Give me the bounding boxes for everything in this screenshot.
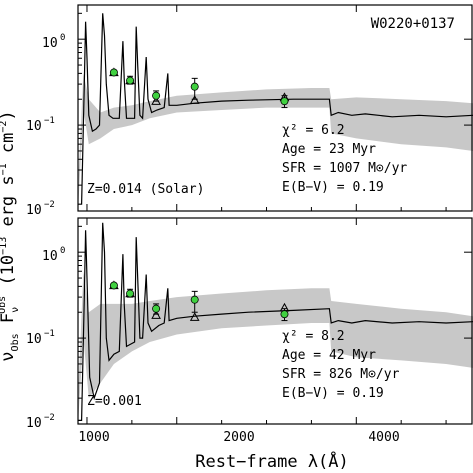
svg-text:0: 0 [60, 246, 65, 256]
x-tick-labels: 1000 2000 4000 [78, 430, 399, 445]
observed-point [126, 76, 135, 85]
uncertainty-band [78, 73, 473, 212]
svg-text:−1: −1 [44, 329, 55, 339]
uncertainty-band [78, 271, 473, 424]
svg-text:10: 10 [42, 36, 58, 51]
svg-text:10: 10 [26, 416, 42, 431]
age: Age = 42 Myr [282, 348, 376, 363]
uncertainty-band-area [78, 271, 473, 424]
fit-stats: χ² = 8.2 Age = 42 Myr SFR = 826 M⊙/yr E(… [282, 329, 400, 401]
svg-text:10: 10 [26, 119, 42, 134]
metallicity-label: Z=0.001 [87, 394, 142, 409]
axis-ticks [78, 218, 472, 425]
svg-text:10: 10 [26, 203, 42, 218]
fit-stats: χ² = 6.2 Age = 23 Myr SFR = 1007 M⊙/yr E… [282, 123, 407, 195]
y-tick-labels: 10 0 10 −1 10 −2 [26, 33, 65, 218]
metallicity-label: Z=0.014 (Solar) [87, 182, 204, 197]
sfr: SFR = 1007 M⊙/yr [282, 161, 407, 176]
observed-point [152, 91, 161, 100]
model-spectrum [78, 13, 473, 205]
svg-text:−2: −2 [44, 413, 55, 423]
y-tick-label-1: 10 0 [42, 246, 65, 264]
x-tick-label-4000: 4000 [368, 430, 399, 445]
model-spectrum-line [78, 13, 473, 205]
observed-point [280, 310, 289, 319]
observed-point [280, 97, 289, 106]
observed-photometry [109, 281, 289, 322]
svg-text:0: 0 [60, 33, 65, 43]
sfr: SFR = 826 M⊙/yr [282, 367, 400, 382]
y-tick-label-0.1: 10 −1 [26, 329, 55, 347]
y-axis-title: νObs FνObs (10−13 erg s−1 cm−2) [0, 110, 21, 361]
extinction: E(B−V) = 0.19 [282, 180, 384, 195]
svg-text:10: 10 [42, 249, 58, 264]
chi-squared: χ² = 8.2 [282, 329, 345, 344]
age: Age = 23 Myr [282, 142, 376, 157]
observed-point [190, 82, 199, 91]
svg-text:−2: −2 [44, 200, 55, 210]
y-tick-labels: 10 0 10 −1 10 −2 [26, 246, 65, 431]
observed-photometry [109, 68, 289, 109]
uncertainty-band-area [78, 73, 473, 212]
x-tick-label-1000: 1000 [78, 430, 109, 445]
model-photometry-point [151, 310, 161, 319]
extinction: E(B−V) = 0.19 [282, 386, 384, 401]
chi-squared: χ² = 6.2 [282, 123, 345, 138]
svg-text:10: 10 [26, 332, 42, 347]
model-photometry-point [189, 312, 200, 321]
y-tick-label-0.01: 10 −2 [26, 413, 55, 431]
panel-frame [77, 217, 473, 425]
observed-point [109, 68, 118, 77]
y-tick-label-1: 10 0 [42, 33, 65, 51]
sed-panel-top: W0220+0137 χ² = 6.2 Age = 23 Myr SFR = 1… [26, 4, 473, 218]
x-axis-title: Rest−frame λ(Å) [195, 450, 349, 472]
observed-point [109, 281, 118, 290]
svg-text:−1: −1 [44, 116, 55, 126]
y-tick-label-0.1: 10 −1 [26, 116, 55, 134]
model-spectrum-line [78, 222, 473, 421]
sed-panel-bottom: χ² = 8.2 Age = 42 Myr SFR = 826 M⊙/yr E(… [26, 217, 473, 445]
object-name: W0220+0137 [371, 16, 455, 32]
model-photometry-point [189, 95, 200, 104]
observed-point [190, 295, 199, 304]
panel-frame [77, 4, 473, 212]
observed-point [152, 304, 161, 313]
y-tick-label-0.01: 10 −2 [26, 200, 55, 218]
x-tick-label-2000: 2000 [223, 430, 254, 445]
observed-point [126, 289, 135, 298]
model-spectrum [78, 222, 473, 421]
